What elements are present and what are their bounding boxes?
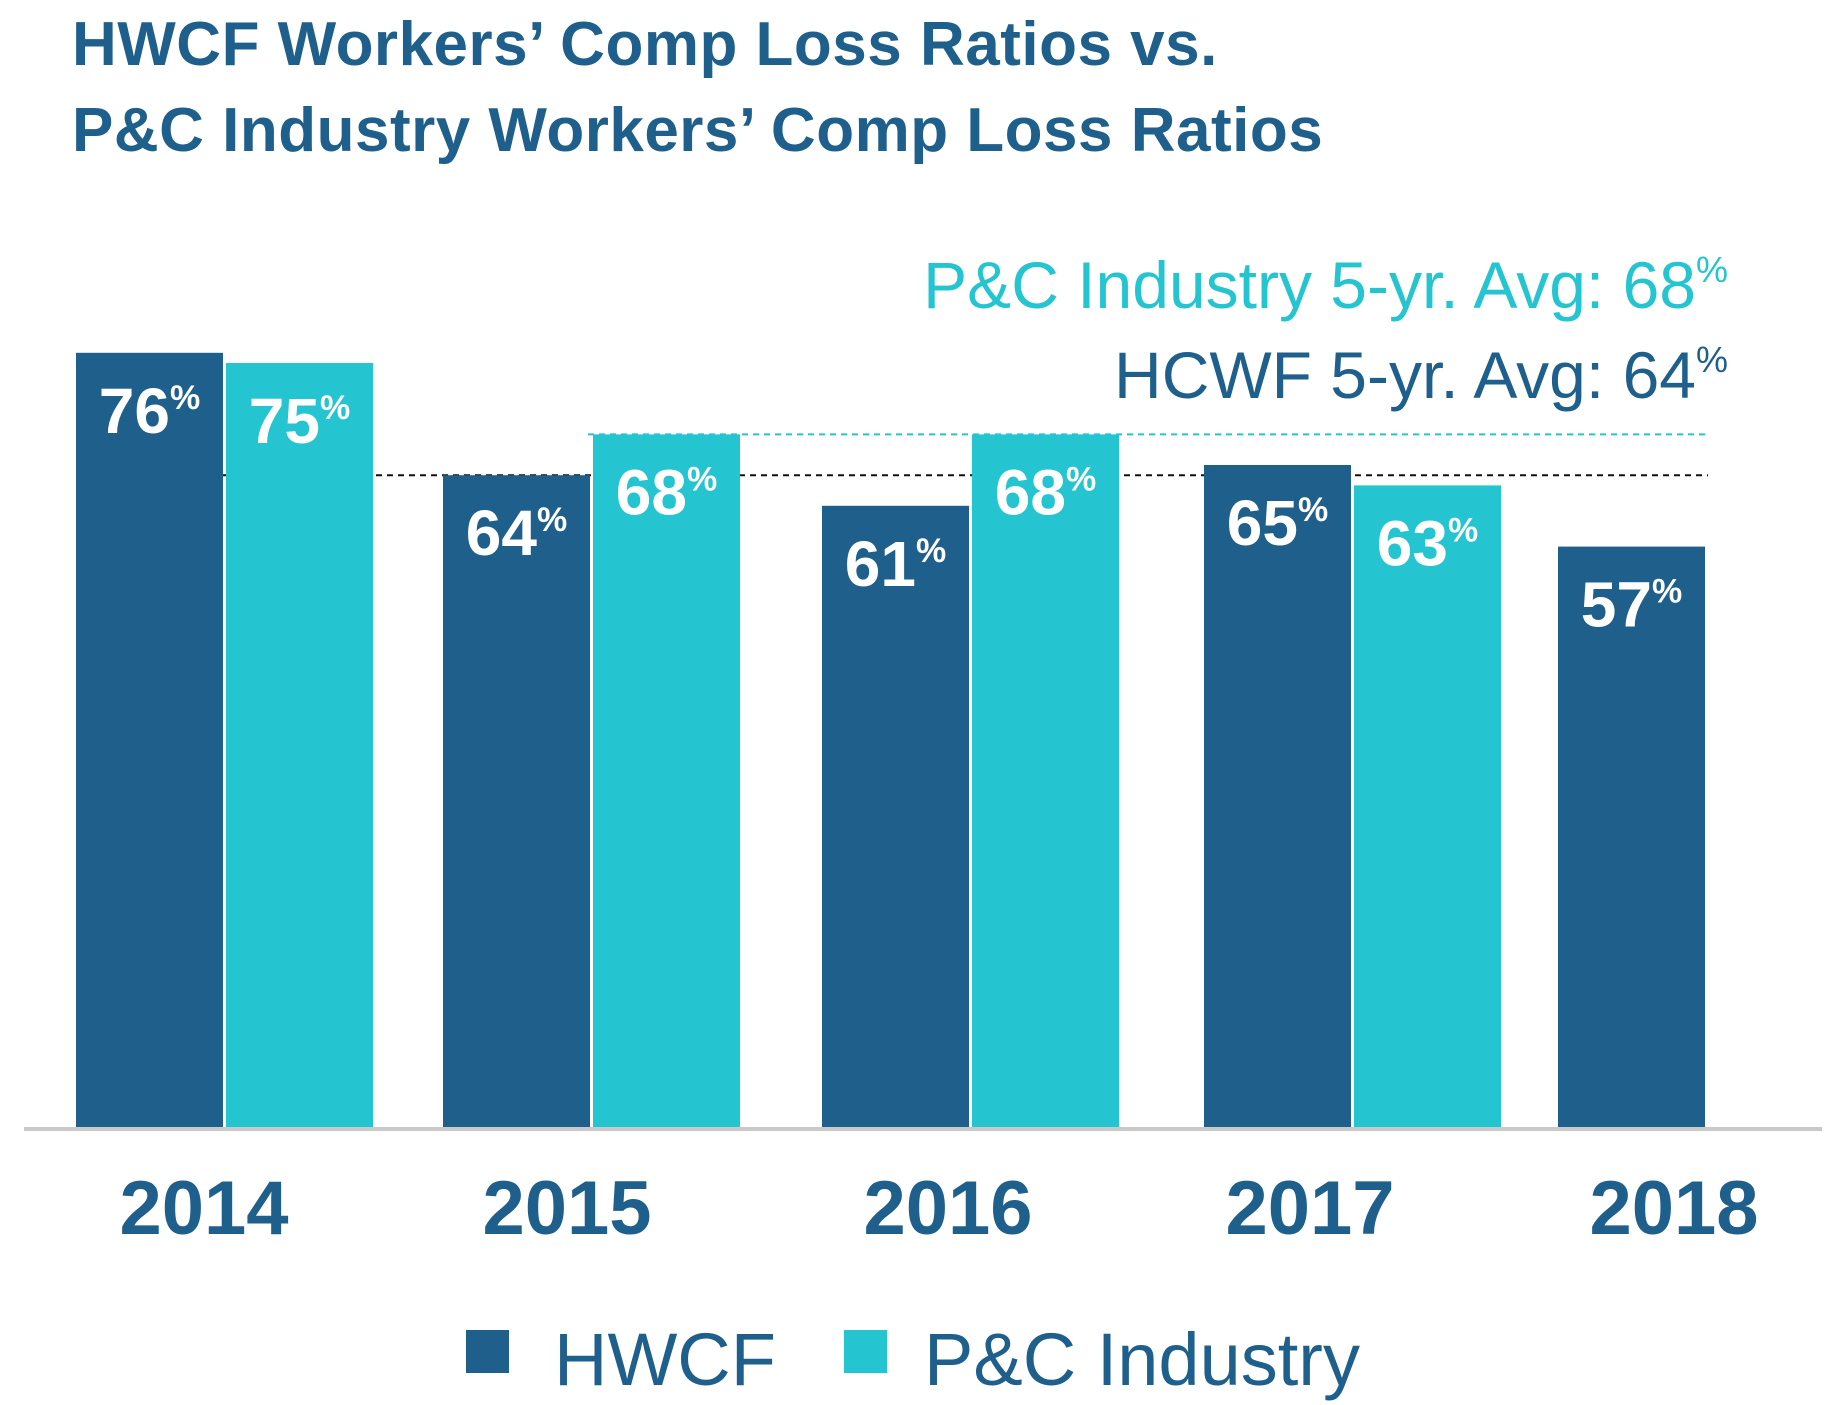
- chart-title: HWCF Workers’ Comp Loss Ratios vs. P&C I…: [72, 2, 1323, 174]
- x-tick-label-2017: 2017: [1225, 1166, 1394, 1251]
- bar-value-label-p-c-industry-2016: 68%: [995, 456, 1096, 528]
- x-tick-label-2014: 2014: [119, 1166, 288, 1251]
- x-tick-label-2016: 2016: [863, 1166, 1032, 1251]
- average-annotation-hcwf: HCWF 5-yr. Avg: 64%: [1114, 338, 1728, 412]
- x-tick-label-2018: 2018: [1589, 1166, 1758, 1251]
- bar-hwcf-2015: [443, 475, 590, 1128]
- bar-p-c-industry-2017: [1354, 485, 1501, 1128]
- bar-value-label-p-c-industry-2015: 68%: [616, 456, 717, 528]
- bar-value-label-hwcf-2017: 65%: [1227, 487, 1328, 559]
- bar-p-c-industry-2015: [593, 434, 740, 1128]
- legend-label-p-c-industry: P&C Industry: [924, 1318, 1360, 1401]
- x-tick-label-2015: 2015: [482, 1166, 651, 1251]
- bar-value-label-hwcf-2018: 57%: [1581, 569, 1682, 641]
- bar-p-c-industry-2014: [226, 363, 373, 1128]
- bar-hwcf-2016: [822, 505, 969, 1128]
- bar-value-label-p-c-industry-2017: 63%: [1377, 507, 1478, 579]
- average-annotation-pc-industry: P&C Industry 5-yr. Avg: 68%: [923, 248, 1728, 322]
- legend-swatch-hwcf: [466, 1330, 509, 1373]
- bar-p-c-industry-2016: [972, 434, 1119, 1128]
- bar-hwcf-2017: [1204, 465, 1351, 1128]
- bar-value-label-p-c-industry-2014: 75%: [249, 385, 350, 457]
- legend-swatch-p-c-industry: [844, 1330, 887, 1373]
- bar-value-label-hwcf-2014: 76%: [99, 375, 200, 447]
- bar-hwcf-2018: [1558, 546, 1705, 1128]
- bar-value-label-hwcf-2016: 61%: [845, 528, 946, 600]
- bar-hwcf-2014: [76, 352, 223, 1128]
- chart-title-line-2: P&C Industry Workers’ Comp Loss Ratios: [72, 96, 1324, 165]
- bar-value-label-hwcf-2015: 64%: [466, 497, 567, 569]
- chart-title-line-1: HWCF Workers’ Comp Loss Ratios vs.: [72, 10, 1218, 79]
- legend-label-hwcf: HWCF: [554, 1318, 776, 1401]
